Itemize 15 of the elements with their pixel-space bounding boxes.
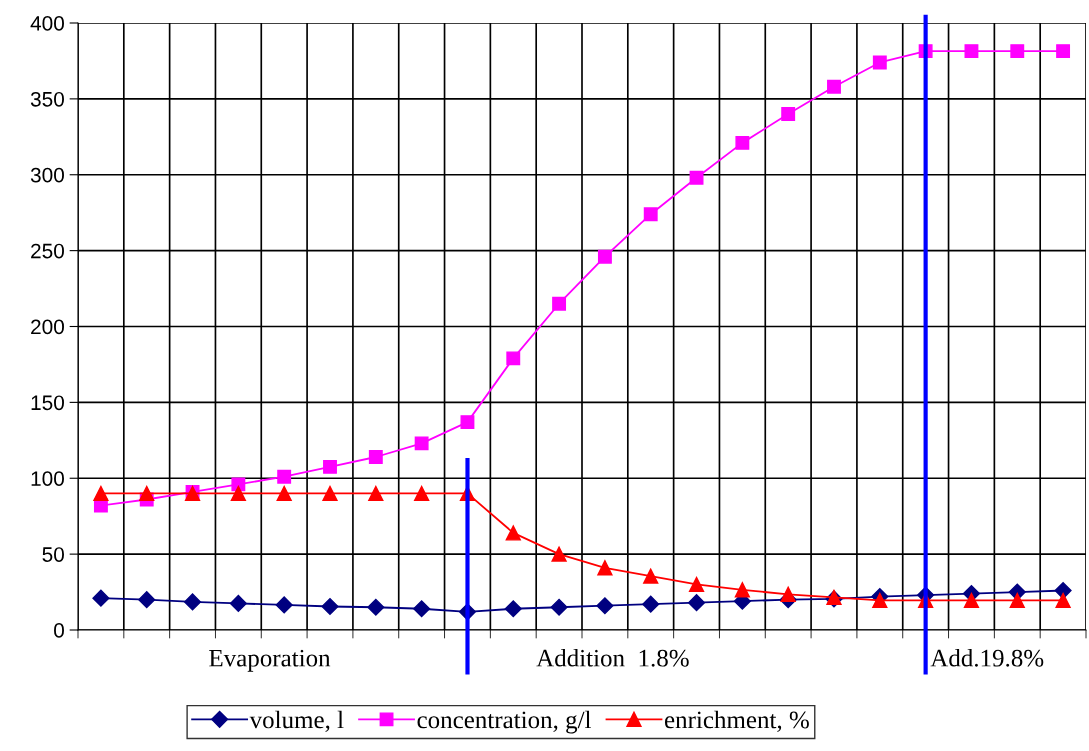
y-tick-label: 400 (30, 16, 64, 31)
text: Evaporation (209, 649, 331, 672)
y-tick-label: 350 (30, 91, 64, 107)
y-tick-label: 0 (54, 623, 64, 638)
y-tick-label: 300 (30, 167, 64, 183)
legend-label: concentration, g/l (417, 710, 591, 734)
y-tick-label: 250 (31, 243, 64, 259)
y-tick-label: 50 (42, 547, 64, 562)
text: Addition 1.8% (536, 649, 689, 667)
y-tick-label: 200 (31, 319, 64, 335)
text: Add.19.8% (930, 649, 1044, 667)
legend-label: enrichment, % (664, 710, 809, 732)
y-tick-label: 150 (31, 395, 64, 411)
y-tick-label: 100 (31, 471, 64, 486)
legend-label: volume, l (249, 710, 344, 732)
